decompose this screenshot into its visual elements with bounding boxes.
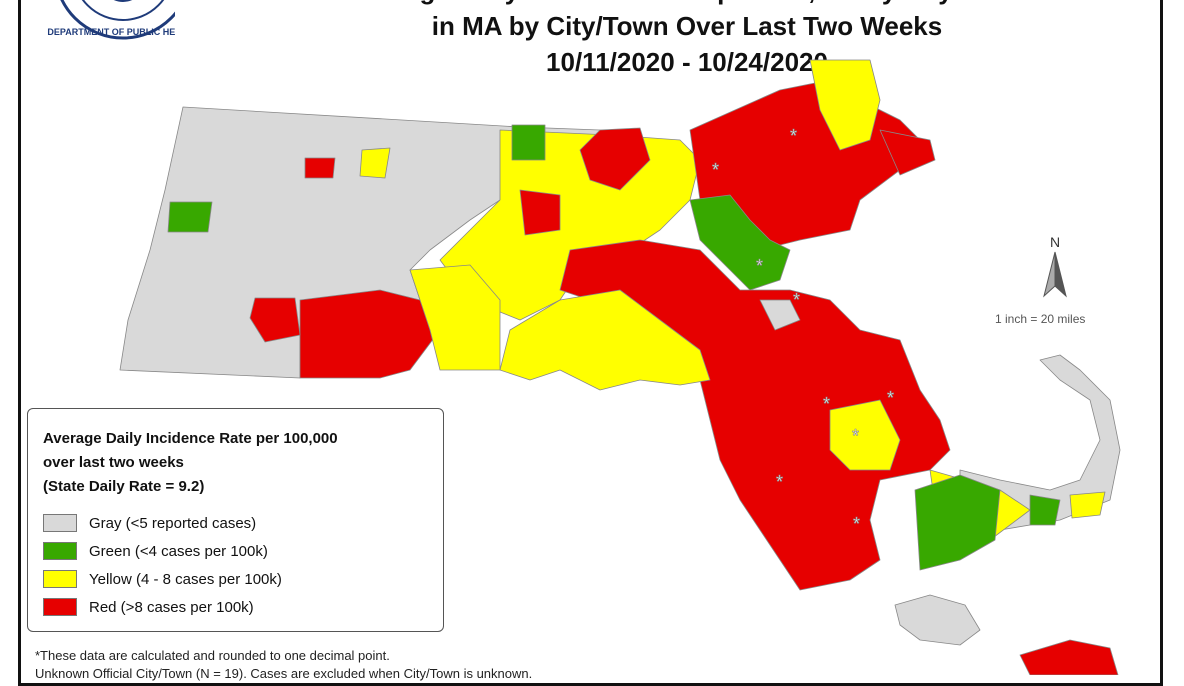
- asterisk-marker: *: [776, 472, 783, 492]
- asterisk-marker: *: [756, 256, 763, 276]
- region-cape-cod-yellow-2: [1069, 491, 1106, 519]
- region-central-red: [579, 127, 651, 191]
- region-pioneer-valley-yellow: [409, 264, 501, 371]
- legend-label: Gray (<5 reported cases): [89, 514, 257, 532]
- svg-text:DEPARTMENT OF PUBLIC HEALTH: DEPARTMENT OF PUBLIC HEALTH: [47, 27, 175, 37]
- legend-title-line: (State Daily Rate = 9.2): [43, 478, 205, 495]
- region-metro-green: [689, 194, 791, 291]
- asterisk-marker: *: [793, 290, 800, 310]
- title-line-2: 10/11/2020 - 10/24/2020: [546, 47, 828, 77]
- legend-label: Red (>8 cases per 100k): [89, 598, 254, 616]
- asterisk-marker: *: [823, 394, 830, 414]
- region-cape-cod-green: [914, 474, 1001, 571]
- region-north-green: [511, 124, 546, 161]
- asterisk-marker: *: [853, 514, 860, 534]
- region-south-gray: [759, 299, 801, 331]
- legend-title-line: over last two weeks: [43, 454, 184, 471]
- region-north-shore-yellow: [809, 59, 881, 151]
- region-pioneer-valley-red: [299, 289, 441, 379]
- asterisk-marker: *: [790, 126, 797, 146]
- asterisk-marker: *: [887, 388, 894, 408]
- legend-title-line: Average Daily Incidence Rate per 100,000: [43, 430, 338, 447]
- region-cape-cod-green-2: [1029, 494, 1061, 526]
- region-southeast-yellow: [829, 399, 901, 471]
- legend-item-green: Green (<4 cases per 100k): [43, 541, 268, 561]
- asterisk-marker: *: [852, 426, 859, 446]
- region-north-shore-red: [879, 129, 936, 176]
- legend-swatch-gray: [43, 514, 77, 532]
- title-line-0: Average Daily Incidence Rate per 100,000…: [250, 0, 1124, 8]
- region-north-red: [304, 157, 336, 179]
- legend-item-yellow: Yellow (4 - 8 cases per 100k): [43, 569, 282, 589]
- legend-label: Green (<4 cases per 100k): [89, 542, 268, 560]
- region-berkshire-green: [167, 201, 213, 233]
- scale-label: 1 inch = 20 miles: [995, 312, 1086, 326]
- region-central-red-2: [519, 189, 561, 236]
- legend-title: Average Daily Incidence Rate per 100,000…: [43, 427, 338, 499]
- north-letter: N: [1049, 234, 1061, 250]
- title-line-1: in MA by City/Town Over Last Two Weeks: [431, 11, 943, 41]
- legend-swatch-yellow: [43, 570, 77, 588]
- dph-seal-logo: DEPARTMENT OF PUBLIC HEALTH: [47, 0, 175, 40]
- legend-item-gray: Gray (<5 reported cases): [43, 513, 256, 533]
- legend-swatch-green: [43, 542, 77, 560]
- legend-swatch-red: [43, 598, 77, 616]
- legend: Average Daily Incidence Rate per 100,000…: [27, 408, 444, 632]
- region-berkshire-red: [249, 297, 301, 343]
- footnote: *These data are calculated and rounded t…: [35, 648, 390, 663]
- footnote: Unknown Official City/Town (N = 19). Cas…: [35, 666, 533, 681]
- north-arrow: N: [1030, 234, 1080, 303]
- region-nantucket: [1019, 639, 1119, 675]
- legend-label: Yellow (4 - 8 cases per 100k): [89, 570, 282, 588]
- region-marthas-vineyard: [894, 594, 981, 646]
- legend-item-red: Red (>8 cases per 100k): [43, 597, 254, 617]
- north-arrow-icon: [1043, 251, 1067, 298]
- region-north-yellow: [359, 147, 391, 179]
- asterisk-marker: *: [712, 160, 719, 180]
